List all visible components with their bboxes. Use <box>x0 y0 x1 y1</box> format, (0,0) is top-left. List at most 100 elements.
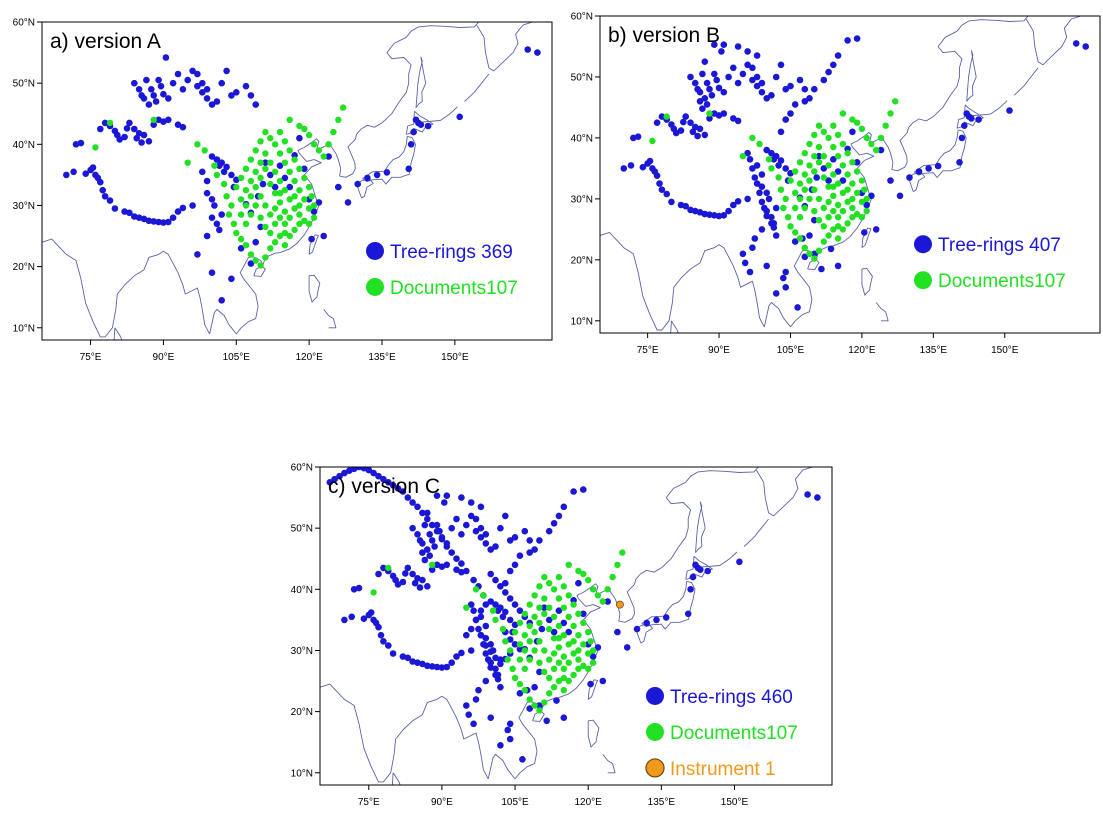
document-site <box>541 610 548 617</box>
document-site <box>555 635 563 642</box>
document-site <box>536 638 543 645</box>
document-site <box>242 202 250 209</box>
tree-ring-site <box>145 217 153 225</box>
document-site <box>858 125 866 132</box>
tree-ring-site <box>839 177 847 184</box>
document-site <box>604 586 611 593</box>
document-site <box>834 201 842 209</box>
tree-ring-site <box>720 41 728 48</box>
tree-ring-site <box>477 607 485 614</box>
document-site <box>257 193 264 200</box>
tree-ring-site <box>179 86 187 93</box>
tree-ring-site <box>687 586 694 593</box>
tree-ring-site <box>404 494 412 501</box>
tree-ring-site <box>744 149 751 157</box>
tree-ring-site <box>482 642 490 649</box>
document-site <box>806 162 813 169</box>
document-site <box>184 159 191 166</box>
tree-ring-site <box>160 219 167 226</box>
tree-ring-site <box>834 52 842 59</box>
document-site <box>252 202 259 209</box>
lat-tick-label: 50°N <box>13 79 35 90</box>
document-site <box>516 619 524 627</box>
document-site <box>286 196 293 203</box>
tree-ring-site <box>424 546 431 553</box>
document-site <box>276 150 284 157</box>
tree-ring-site <box>811 250 818 258</box>
document-site <box>560 687 567 694</box>
tree-ring-site <box>623 644 631 651</box>
tree-ring-site <box>247 92 255 99</box>
tree-ring-site <box>834 262 842 270</box>
document-site <box>271 168 279 175</box>
lon-tick-label: 135°E <box>648 797 676 808</box>
tree-ring-site <box>203 232 211 240</box>
document-site <box>555 644 563 651</box>
tree-ring-site <box>506 567 514 575</box>
tree-ring-site <box>761 204 768 212</box>
tree-ring-site <box>668 198 675 206</box>
document-site <box>830 226 837 233</box>
tree-ring-site <box>428 521 436 529</box>
tree-ring-site <box>208 269 216 277</box>
document-site <box>801 244 808 251</box>
document-site <box>811 168 818 175</box>
tree-ring-site <box>887 177 894 184</box>
document-site <box>589 647 597 654</box>
map-panel-c: 75°E 90°E 105°E 120°E 135°E 150°E 10°N 20°N 30°N… <box>276 455 836 827</box>
document-site <box>565 641 572 648</box>
tree-ring-site <box>526 549 533 556</box>
tree-ring-site <box>633 625 641 633</box>
document-site <box>310 214 318 221</box>
lon-tick-label: 90°E <box>153 352 175 363</box>
tree-ring-site <box>720 110 728 117</box>
document-site <box>511 674 519 682</box>
tree-ring-site <box>487 546 494 553</box>
tree-ring-site <box>433 521 441 529</box>
tree-ring-site <box>143 76 150 84</box>
tree-ring-site <box>791 238 799 245</box>
document-site <box>463 604 470 611</box>
tree-ring-site <box>497 604 504 611</box>
tree-ring-site <box>475 625 482 633</box>
tree-ring-site <box>703 101 711 108</box>
document-site <box>863 207 870 215</box>
tree-ring-site <box>682 113 689 120</box>
tree-ring-site <box>560 714 568 721</box>
tree-ring-site <box>458 560 465 567</box>
document-site <box>262 223 269 231</box>
tree-ring-site <box>414 503 421 511</box>
document-site <box>782 195 789 203</box>
document-site <box>247 251 255 258</box>
tree-ring-site <box>511 641 519 648</box>
document-site <box>301 125 308 133</box>
tree-ring-site <box>849 128 856 136</box>
tree-ring-site <box>506 720 514 728</box>
document-site <box>296 165 303 172</box>
document-site <box>516 680 524 688</box>
document-site <box>839 226 847 233</box>
tree-ring-site <box>730 201 737 209</box>
tree-ring-site <box>465 711 472 718</box>
tree-ring-site <box>502 608 509 616</box>
document-site <box>92 144 99 151</box>
document-site <box>787 223 794 230</box>
document-site <box>849 195 856 203</box>
document-site <box>106 119 114 127</box>
tree-ring-site <box>487 598 494 605</box>
document-site <box>580 570 587 578</box>
document-site <box>531 702 538 709</box>
tree-ring-site <box>796 76 804 84</box>
document-site <box>801 204 808 212</box>
document-site <box>262 128 269 136</box>
tree-ring-site <box>348 613 355 621</box>
tree-ring-site <box>438 534 446 541</box>
tree-ring-site <box>477 613 485 621</box>
lat-tick-label: 30°N <box>571 194 593 205</box>
tree-ring-site <box>458 494 465 501</box>
document-site <box>267 245 274 252</box>
tree-ring-site <box>472 696 480 703</box>
tree-ring-site <box>749 165 756 172</box>
document-site <box>565 677 572 685</box>
document-site <box>546 656 553 663</box>
